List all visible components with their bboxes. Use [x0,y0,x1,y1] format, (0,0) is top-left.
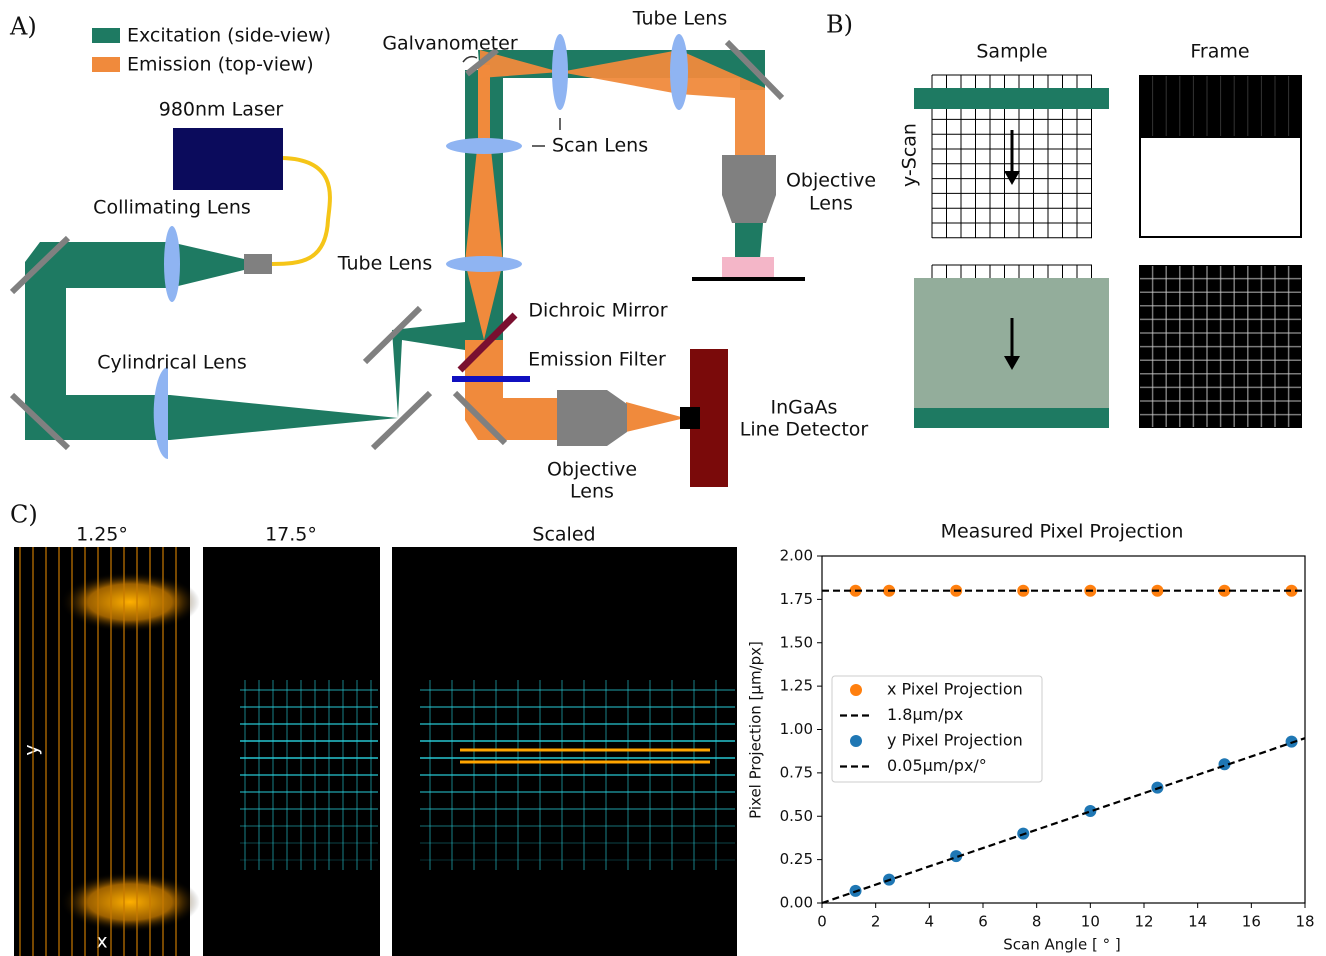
y-tick-label: 1.00 [780,720,813,738]
x-tick-label: 14 [1188,913,1207,931]
y-axis-label: Pixel Projection [µm/px] [747,641,765,819]
x-tick-label: 0 [817,913,827,931]
y-tick-label: 1.75 [780,590,813,608]
setup-diagram: A) Excitation (side-view) Emission (top-… [9,8,876,503]
image [203,547,380,956]
label: Line Detector [740,419,869,441]
column-title: Sample [976,41,1047,63]
label: Tube Lens [632,8,727,30]
objective [722,155,776,223]
y-tick-label: 0.50 [780,807,813,825]
emission-beam [626,402,685,432]
spot [60,572,200,632]
chart: Measured Pixel Projection Scan Angle [ °… [747,521,1315,954]
y-tick-label: 2.00 [780,547,813,565]
chart-title: Measured Pixel Projection [941,521,1184,543]
label: Tube Lens [337,253,432,275]
label: Lens [809,193,853,215]
label: Scan Lens [552,135,648,157]
x-tick-label: 4 [925,913,935,931]
panel-label: B) [826,11,853,39]
y-tick-label: 1.50 [780,633,813,651]
x-tick-label: 12 [1134,913,1153,931]
figure: A) Excitation (side-view) Emission (top-… [0,0,1326,956]
collimator [244,254,272,274]
label: Emission Filter [528,349,666,371]
image-title: Scaled [532,524,595,546]
detector-pixel [680,407,700,429]
images: C) 1.25° 17.5° Scaled y x [10,501,737,956]
x-axis-label: Scan Angle [ ° ] [1003,936,1120,954]
scan-diagram: B) Sample Frame y-Scan [826,11,1302,429]
axis-label: y-Scan [899,123,921,187]
emission-filter [452,376,530,382]
legend-swatch [92,57,120,72]
legend-swatch [92,28,120,43]
label: Collimating Lens [93,197,251,219]
legend-label: y Pixel Projection [887,731,1023,750]
scan-line [914,408,1109,428]
label: InGaAs [771,397,838,419]
legend-marker [850,684,862,696]
label: Objective [786,170,876,192]
sample [722,257,774,277]
x-tick-label: 8 [1032,913,1042,931]
label: Dichroic Mirror [528,300,667,322]
legend-label: Emission (top-view) [127,54,314,76]
label: Cylindrical Lens [97,352,247,374]
legend-label: x Pixel Projection [887,680,1023,699]
label: Lens [570,481,614,503]
label: Objective [547,459,637,481]
image-title: 1.25° [76,524,128,546]
legend-label: Excitation (side-view) [127,25,331,47]
objective [557,390,627,446]
legend-label: 1.8µm/px [887,705,963,724]
column-title: Frame [1190,41,1249,63]
image-axis-label: y [21,744,43,755]
x-tick-label: 10 [1081,913,1100,931]
x-tick-label: 6 [978,913,988,931]
excitation-beam [392,322,465,418]
spot [60,872,200,932]
x-tick-label: 2 [871,913,881,931]
label: Galvanometer [382,33,518,55]
y-tick-label: 0.00 [780,894,813,912]
panel-label: C) [10,501,38,529]
galvo-arrow [463,57,477,62]
panel-label: A) [9,13,37,41]
x-tick-label: 18 [1295,913,1314,931]
laser [173,128,283,190]
scan-line [914,88,1109,109]
y-tick-label: 1.25 [780,677,813,695]
image-title: 17.5° [265,524,317,546]
y-tick-label: 0.75 [780,763,813,781]
label: 980nm Laser [159,99,284,121]
legend-label: 0.05µm/px/° [887,756,987,775]
scan-arrow-head [1004,171,1020,185]
y-tick-label: 0.25 [780,850,813,868]
legend-marker [850,735,862,747]
frame-empty [1140,137,1301,237]
x-tick-label: 16 [1242,913,1261,931]
